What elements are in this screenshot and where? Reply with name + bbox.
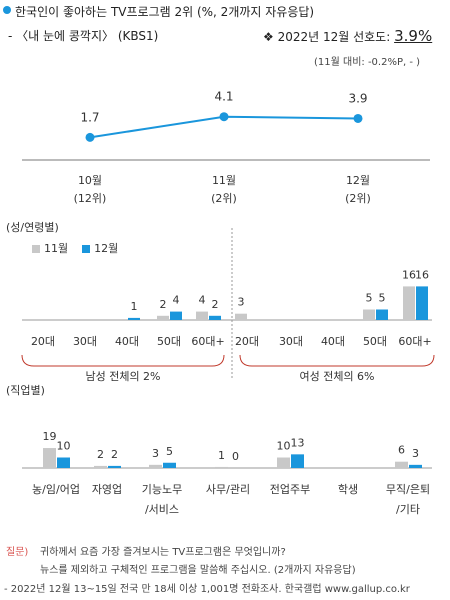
bar-nov bbox=[43, 448, 56, 468]
bar-nov bbox=[395, 461, 408, 468]
title-suffix: (%, 2개까지 자유응답) bbox=[196, 5, 315, 19]
age-label: 20대 bbox=[31, 335, 55, 348]
question-label: 질문) bbox=[6, 547, 29, 558]
bar-nov bbox=[363, 309, 375, 320]
bar-dec bbox=[209, 315, 221, 320]
bar-dec-label: 16 bbox=[415, 268, 429, 281]
bar-nov bbox=[215, 466, 228, 468]
job-label: 학생 bbox=[338, 483, 358, 496]
bar-nov-label: 1 bbox=[218, 449, 225, 462]
pref-line: ❖ 2022년 12월 선호도: 3.9% bbox=[263, 27, 432, 45]
legend-dec-swatch bbox=[82, 245, 91, 253]
group-label: 남성 전체의 2% bbox=[85, 370, 160, 383]
bar-dec-label: 13 bbox=[291, 436, 305, 449]
age-label: 30대 bbox=[73, 335, 97, 348]
bar-dec bbox=[163, 462, 176, 468]
bar-nov-label: 10 bbox=[277, 440, 291, 453]
group-label: 여성 전체의 6% bbox=[299, 370, 374, 383]
bar-nov-label: 2 bbox=[160, 298, 167, 311]
question-line2: 뉴스를 제외하고 구체적인 프로그램을 말씀해 주십시오. (2개까지 자유응답… bbox=[40, 565, 356, 576]
bar-nov bbox=[94, 465, 107, 468]
job-label: 전업주부 bbox=[270, 483, 310, 496]
age-label: 20대 bbox=[235, 335, 259, 348]
bar-dec-label: 1 bbox=[131, 300, 138, 313]
bar-dec bbox=[57, 457, 70, 468]
age-label: 60대+ bbox=[191, 335, 224, 348]
month-label: 11월 bbox=[212, 174, 236, 187]
bar-dec-label: 5 bbox=[166, 445, 173, 458]
trend-point bbox=[85, 132, 95, 142]
bar-dec-label: 2 bbox=[111, 448, 118, 461]
job-label: 농/임/어업 bbox=[32, 483, 80, 496]
bar-nov-label: 4 bbox=[199, 294, 206, 307]
trend-value-label: 4.1 bbox=[214, 90, 233, 104]
title-main: 한국인이 좋아하는 TV프로그램 2위 bbox=[15, 5, 194, 19]
job-label: 자영업 bbox=[92, 483, 122, 496]
rank-label: (2위) bbox=[345, 192, 371, 205]
job-label: /기타 bbox=[396, 503, 420, 516]
bar-nov bbox=[277, 457, 290, 468]
bar-dec bbox=[409, 464, 422, 468]
pref-label: ❖ 2022년 12월 선호도: bbox=[263, 30, 391, 44]
bar-dec-label: 4 bbox=[173, 294, 180, 307]
trend-value-label: 1.7 bbox=[80, 110, 99, 124]
bar-dec bbox=[376, 309, 388, 320]
bar-nov bbox=[149, 464, 162, 468]
program-name: - 〈내 눈에 콩깍지〉 (KBS1) bbox=[8, 29, 159, 43]
bar-nov-label: 16 bbox=[402, 268, 416, 281]
legend-nov-swatch bbox=[32, 245, 40, 253]
source-note: - 2022년 12월 13~15일 전국 만 18세 이상 1,001명 전화… bbox=[4, 584, 410, 595]
month-label: 10월 bbox=[78, 174, 102, 187]
job-chart-title: (직업별) bbox=[6, 384, 45, 397]
change-note: (11월 대비: -0.2%P, - ) bbox=[314, 57, 421, 68]
age-label: 50대 bbox=[363, 335, 387, 348]
group-bracket bbox=[239, 354, 435, 367]
age-chart-title: (성/연령별) bbox=[6, 221, 59, 234]
bar-dec-label: 0 bbox=[232, 450, 239, 463]
bar-dec-label: 3 bbox=[412, 447, 419, 460]
bar-dec-label: 2 bbox=[212, 298, 219, 311]
bar-dec bbox=[170, 311, 182, 320]
job-label: /서비스 bbox=[145, 503, 179, 516]
question-line1: 귀하께서 요즘 가장 즐겨보시는 TV프로그램은 무엇입니까? bbox=[40, 547, 286, 558]
rank-label: (12위) bbox=[74, 192, 107, 205]
bar-nov bbox=[235, 313, 247, 320]
legend-nov-label: 11월 bbox=[44, 242, 69, 255]
bar-nov-label: 2 bbox=[97, 448, 104, 461]
bar-dec bbox=[291, 454, 304, 468]
title-bullet bbox=[3, 6, 11, 14]
bar-nov-label: 6 bbox=[398, 444, 405, 457]
pref-value: 3.9% bbox=[394, 27, 433, 45]
rank-label: (2위) bbox=[211, 192, 237, 205]
bar-nov-label: 3 bbox=[238, 296, 245, 309]
trend-point bbox=[353, 113, 363, 123]
trend-value-label: 3.9 bbox=[348, 91, 367, 105]
bar-dec-label: 10 bbox=[57, 440, 71, 453]
group-bracket bbox=[21, 354, 225, 367]
bar-dec bbox=[128, 317, 140, 320]
bar-nov-label: 5 bbox=[366, 292, 373, 305]
age-label: 60대+ bbox=[398, 335, 431, 348]
age-label: 50대 bbox=[157, 335, 181, 348]
job-label: 기능노무 bbox=[142, 483, 182, 496]
bar-nov bbox=[196, 311, 208, 320]
legend: 11월 12월 bbox=[32, 240, 118, 256]
bar-nov bbox=[403, 286, 415, 320]
job-label: 무직/은퇴 bbox=[386, 483, 430, 496]
bar-dec-label: 5 bbox=[379, 292, 386, 305]
job-label: 사무/관리 bbox=[206, 483, 250, 496]
bar-nov bbox=[157, 315, 169, 320]
age-label: 40대 bbox=[321, 335, 345, 348]
page-title: 한국인이 좋아하는 TV프로그램 2위 (%, 2개까지 자유응답) bbox=[15, 3, 314, 20]
bar-dec bbox=[108, 465, 121, 468]
trend-point bbox=[219, 112, 229, 122]
bar-dec bbox=[416, 286, 428, 320]
legend-dec-label: 12월 bbox=[94, 242, 119, 255]
month-label: 12월 bbox=[346, 174, 370, 187]
bar-nov-label: 3 bbox=[152, 447, 159, 460]
age-label: 30대 bbox=[279, 335, 303, 348]
age-label: 40대 bbox=[115, 335, 139, 348]
bar-nov-label: 19 bbox=[43, 430, 57, 443]
